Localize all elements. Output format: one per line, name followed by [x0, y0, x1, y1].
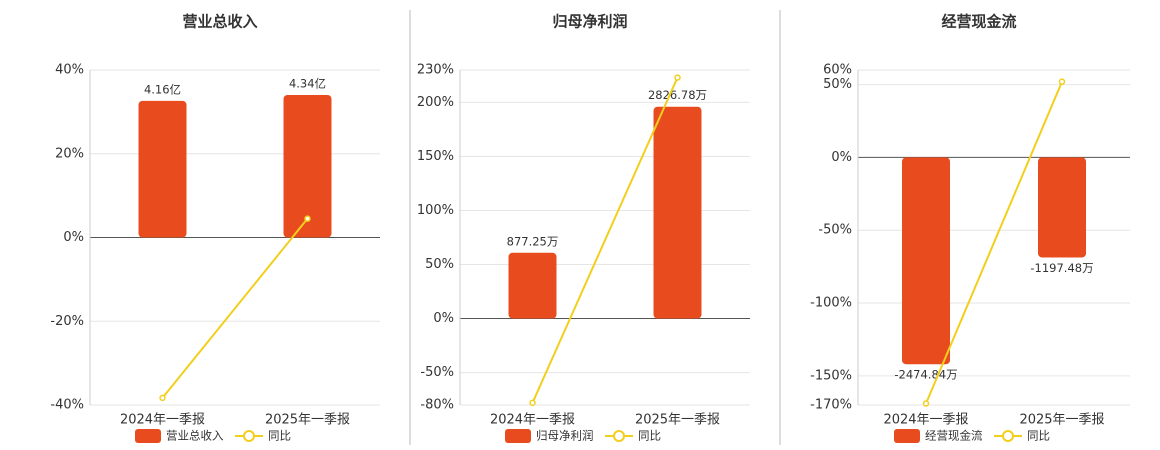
bar — [283, 94, 332, 238]
line-marker — [529, 399, 536, 407]
y-tick-label: -100% — [810, 296, 852, 311]
bar — [138, 100, 187, 238]
line — [161, 218, 309, 399]
y-tick-label: 0% — [831, 150, 852, 165]
legend-label: 经营现金流 — [925, 429, 983, 443]
bar — [902, 157, 950, 365]
bar — [653, 106, 702, 319]
legend-swatch — [894, 429, 920, 443]
bar — [508, 252, 557, 319]
value-label: 4.34亿 — [289, 76, 326, 90]
y-tick-label: -50% — [818, 223, 852, 238]
y-tick-label: 230% — [417, 63, 454, 78]
legend-swatch — [505, 429, 531, 443]
x-tick-label: 2025年一季报 — [1019, 413, 1104, 428]
legend-label: 同比 — [638, 429, 661, 443]
bar — [1038, 157, 1086, 258]
legend-marker — [613, 430, 625, 442]
y-tick-label: -170% — [810, 398, 852, 413]
line — [531, 77, 679, 404]
x-tick-label: 2025年一季报 — [635, 413, 720, 428]
line — [925, 81, 1063, 404]
legend-label: 归母净利润 — [536, 429, 594, 443]
value-label: 4.16亿 — [144, 82, 181, 96]
y-tick-label: 150% — [417, 149, 454, 164]
value-label: 877.25万 — [507, 234, 559, 248]
chart-title: 归母净利润 — [552, 13, 627, 31]
y-tick-label: 60% — [823, 63, 852, 78]
y-tick-label: 200% — [417, 95, 454, 110]
line-marker — [304, 215, 311, 222]
x-tick-label: 2025年一季报 — [265, 413, 350, 428]
y-tick-label: -40% — [50, 398, 84, 413]
line-marker — [674, 74, 681, 81]
x-tick-label: 2024年一季报 — [490, 413, 575, 428]
legend-marker — [243, 430, 255, 442]
y-tick-label: -50% — [420, 365, 454, 380]
legend-marker — [1002, 430, 1014, 442]
value-label: -1197.48万 — [1030, 261, 1093, 275]
x-tick-label: 2024年一季报 — [883, 413, 968, 428]
y-tick-label: 50% — [823, 77, 852, 92]
legend-label: 同比 — [1027, 429, 1050, 443]
value-label: -2474.84万 — [894, 368, 957, 382]
line-marker — [1058, 78, 1066, 85]
chart-title: 营业总收入 — [182, 13, 257, 31]
x-tick-label: 2024年一季报 — [120, 413, 205, 428]
legend-label: 营业总收入 — [166, 429, 224, 443]
y-tick-label: 0% — [63, 230, 84, 245]
y-tick-label: -150% — [810, 368, 852, 383]
value-label: 2826.78万 — [648, 88, 707, 102]
y-tick-label: 40% — [55, 63, 84, 78]
line-marker — [159, 394, 166, 402]
y-tick-label: 20% — [55, 146, 84, 161]
y-tick-label: 0% — [433, 311, 454, 326]
line-marker — [922, 400, 930, 407]
y-tick-label: -80% — [420, 398, 454, 413]
y-tick-label: -20% — [50, 314, 84, 329]
chart-title: 经营现金流 — [941, 13, 1016, 31]
y-tick-label: 100% — [417, 203, 454, 218]
y-tick-label: 50% — [425, 257, 454, 272]
legend-label: 同比 — [268, 429, 291, 443]
legend-swatch — [135, 429, 161, 443]
